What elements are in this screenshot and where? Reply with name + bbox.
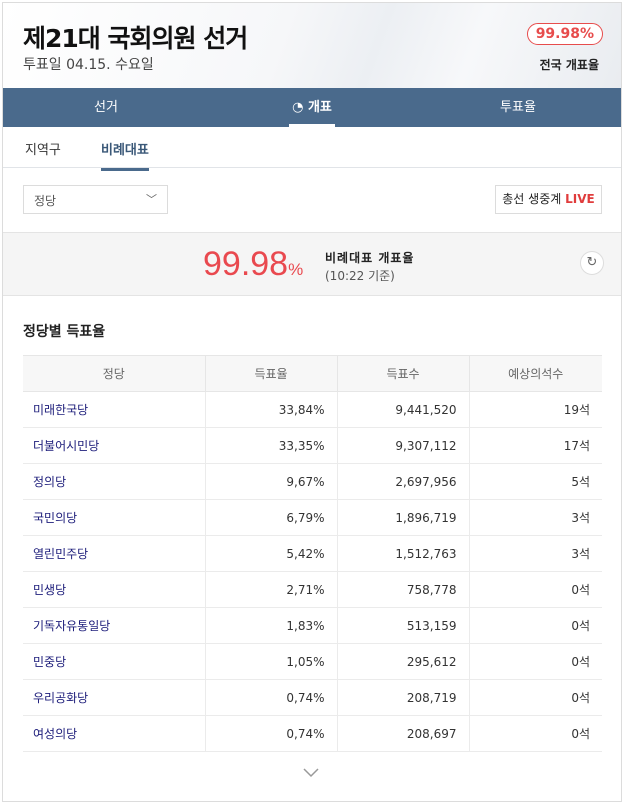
count-rate-time: (10:22 기준)	[325, 269, 395, 283]
party-results-table: 정당 득표율 득표수 예상의석수 미래한국당 33,84% 9,441,520 19석 더불어…	[23, 355, 602, 752]
national-count-label: 전국 개표율	[539, 58, 599, 72]
vote-count: 2,697,956	[336, 463, 469, 500]
vote-share: 33,35%	[204, 427, 337, 464]
vote-share: 2,71%	[204, 571, 337, 608]
party-name-link[interactable]: 미래한국당	[23, 391, 205, 428]
ballot-icon: ◔	[292, 100, 308, 115]
sub-tabs: 지역구 비례대표	[3, 127, 621, 171]
party-name-link[interactable]: 기독자유통일당	[23, 607, 205, 644]
vote-share: 6,79%	[204, 499, 337, 536]
refresh-icon[interactable]: ↻	[580, 251, 604, 275]
expected-seats: 5석	[468, 463, 602, 500]
vote-date: 투표일 04.15. 수요일	[23, 57, 154, 73]
count-rate-label: 비례대표 개표율	[325, 251, 415, 265]
chevron-down-icon: ﹀	[146, 193, 157, 206]
party-name-link[interactable]: 민생당	[23, 571, 205, 608]
vote-share: 1,83%	[204, 607, 337, 644]
column-header: 예상의석수	[468, 355, 602, 392]
live-broadcast-button[interactable]: 총선 생중계 LIVE	[495, 185, 602, 214]
table-row: 민중당 1,05% 295,612 0석	[23, 643, 602, 680]
vote-count: 208,719	[336, 679, 469, 716]
vote-count: 9,441,520	[336, 391, 469, 428]
party-name-link[interactable]: 여성의당	[23, 715, 205, 752]
vote-count: 1,896,719	[336, 499, 469, 536]
subtab-district[interactable]: 지역구	[25, 143, 61, 158]
party-name-link[interactable]: 정의당	[23, 463, 205, 500]
national-count-badge: 99.98%	[526, 23, 603, 45]
vote-share: 5,42%	[204, 535, 337, 572]
vote-count: 1,512,763	[336, 535, 469, 572]
table-row: 더불어시민당 33,35% 9,307,112 17석	[23, 427, 602, 464]
party-select[interactable]: 정당 ﹀	[23, 185, 168, 214]
tab-count[interactable]: ◔ 개표	[209, 88, 415, 127]
table-row: 국민의당 6,79% 1,896,719 3석	[23, 499, 602, 536]
vote-share: 33,84%	[204, 391, 337, 428]
table-row: 여성의당 0,74% 208,697 0석	[23, 715, 602, 752]
column-header: 득표수	[336, 355, 469, 392]
vote-count: 758,778	[336, 571, 469, 608]
party-name-link[interactable]: 더불어시민당	[23, 427, 205, 464]
expected-seats: 0석	[468, 607, 602, 644]
vote-share: 0,74%	[204, 679, 337, 716]
expected-seats: 0석	[468, 679, 602, 716]
table-row: 미래한국당 33,84% 9,441,520 19석	[23, 391, 602, 428]
show-more-chevron-icon[interactable]	[303, 765, 319, 781]
page-title: 제21대 국회의원 선거	[23, 24, 248, 53]
main-tabs: 선거 ◔ 개표 투표율	[3, 88, 621, 127]
expected-seats: 0석	[468, 715, 602, 752]
party-name-link[interactable]: 국민의당	[23, 499, 205, 536]
vote-count: 513,159	[336, 607, 469, 644]
expected-seats: 0석	[468, 643, 602, 680]
table-row: 정의당 9,67% 2,697,956 5석	[23, 463, 602, 500]
expected-seats: 3석	[468, 535, 602, 572]
party-name-link[interactable]: 열린민주당	[23, 535, 205, 572]
table-row: 기독자유통일당 1,83% 513,159 0석	[23, 607, 602, 644]
header: 제21대 국회의원 선거 투표일 04.15. 수요일 99.98% 전국 개표…	[3, 3, 621, 88]
vote-count: 208,697	[336, 715, 469, 752]
expected-seats: 19석	[468, 391, 602, 428]
party-name-link[interactable]: 민중당	[23, 643, 205, 680]
tab-turnout[interactable]: 투표율	[500, 100, 536, 115]
expected-seats: 3석	[468, 499, 602, 536]
count-rate-value: 99.98%	[203, 245, 304, 283]
party-name-link[interactable]: 우리공화당	[23, 679, 205, 716]
table-row: 민생당 2,71% 758,778 0석	[23, 571, 602, 608]
vote-share: 9,67%	[204, 463, 337, 500]
section-title: 정당별 득표율	[23, 324, 106, 340]
tab-election[interactable]: 선거	[94, 100, 118, 115]
column-header: 득표율	[204, 355, 337, 392]
table-row: 우리공화당 0,74% 208,719 0석	[23, 679, 602, 716]
vote-count: 9,307,112	[336, 427, 469, 464]
expected-seats: 0석	[468, 571, 602, 608]
subtab-proportional[interactable]: 비례대표	[101, 139, 149, 171]
vote-share: 0,74%	[204, 715, 337, 752]
count-rate-panel: 99.98% 비례대표 개표율 (10:22 기준) ↻	[3, 232, 621, 296]
vote-count: 295,612	[336, 643, 469, 680]
expected-seats: 17석	[468, 427, 602, 464]
vote-share: 1,05%	[204, 643, 337, 680]
table-row: 열린민주당 5,42% 1,512,763 3석	[23, 535, 602, 572]
column-header: 정당	[23, 355, 205, 392]
